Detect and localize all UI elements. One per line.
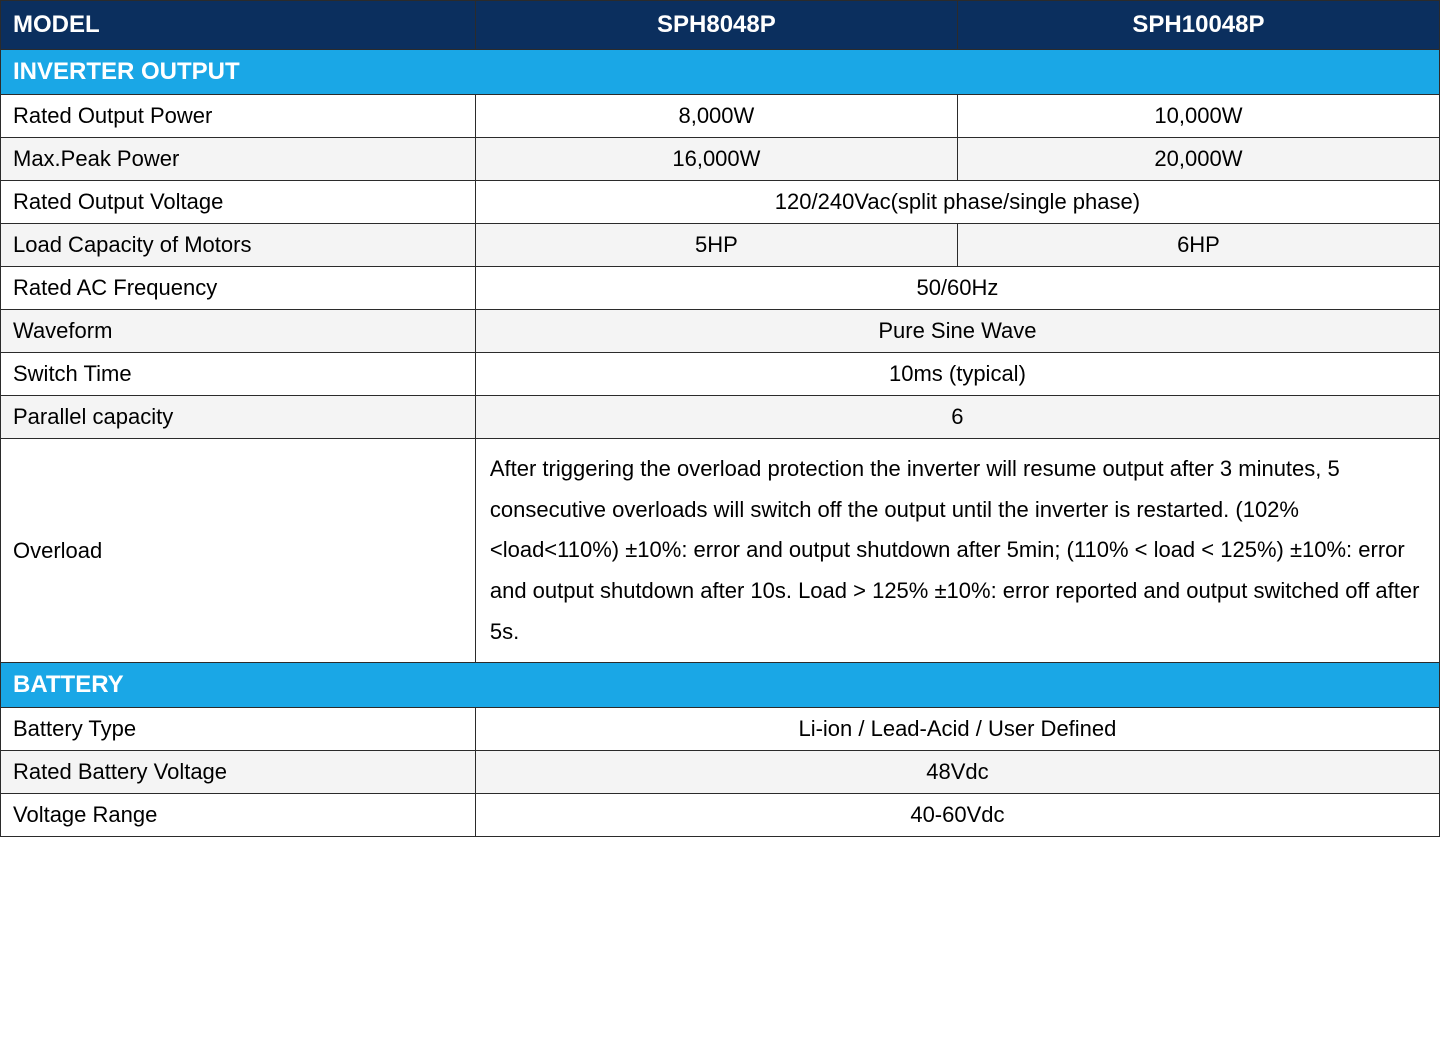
value-overload: After triggering the overload protection… bbox=[475, 439, 1439, 663]
row-battery-type: Battery Type Li-ion / Lead-Acid / User D… bbox=[1, 708, 1440, 751]
label-switch-time: Switch Time bbox=[1, 353, 476, 396]
section-inverter-output: INVERTER OUTPUT bbox=[1, 50, 1440, 95]
value-max-peak-power-a: 16,000W bbox=[475, 138, 957, 181]
section-battery: BATTERY bbox=[1, 663, 1440, 708]
header-model-label: MODEL bbox=[1, 1, 476, 50]
value-rated-ac-frequency: 50/60Hz bbox=[475, 267, 1439, 310]
section-battery-label: BATTERY bbox=[1, 663, 1440, 708]
value-max-peak-power-b: 20,000W bbox=[957, 138, 1439, 181]
value-switch-time: 10ms (typical) bbox=[475, 353, 1439, 396]
row-waveform: Waveform Pure Sine Wave bbox=[1, 310, 1440, 353]
label-rated-output-power: Rated Output Power bbox=[1, 95, 476, 138]
value-battery-type: Li-ion / Lead-Acid / User Defined bbox=[475, 708, 1439, 751]
row-rated-battery-voltage: Rated Battery Voltage 48Vdc bbox=[1, 751, 1440, 794]
label-rated-battery-voltage: Rated Battery Voltage bbox=[1, 751, 476, 794]
row-rated-ac-frequency: Rated AC Frequency 50/60Hz bbox=[1, 267, 1440, 310]
row-load-capacity-motors: Load Capacity of Motors 5HP 6HP bbox=[1, 224, 1440, 267]
value-rated-output-power-b: 10,000W bbox=[957, 95, 1439, 138]
header-row: MODEL SPH8048P SPH10048P bbox=[1, 1, 1440, 50]
label-waveform: Waveform bbox=[1, 310, 476, 353]
value-rated-output-voltage: 120/240Vac(split phase/single phase) bbox=[475, 181, 1439, 224]
row-rated-output-voltage: Rated Output Voltage 120/240Vac(split ph… bbox=[1, 181, 1440, 224]
spec-table: MODEL SPH8048P SPH10048P INVERTER OUTPUT… bbox=[0, 0, 1440, 837]
label-voltage-range: Voltage Range bbox=[1, 794, 476, 837]
row-switch-time: Switch Time 10ms (typical) bbox=[1, 353, 1440, 396]
label-rated-ac-frequency: Rated AC Frequency bbox=[1, 267, 476, 310]
value-load-capacity-motors-a: 5HP bbox=[475, 224, 957, 267]
label-rated-output-voltage: Rated Output Voltage bbox=[1, 181, 476, 224]
value-load-capacity-motors-b: 6HP bbox=[957, 224, 1439, 267]
row-voltage-range: Voltage Range 40-60Vdc bbox=[1, 794, 1440, 837]
row-rated-output-power: Rated Output Power 8,000W 10,000W bbox=[1, 95, 1440, 138]
section-inverter-output-label: INVERTER OUTPUT bbox=[1, 50, 1440, 95]
label-load-capacity-motors: Load Capacity of Motors bbox=[1, 224, 476, 267]
value-voltage-range: 40-60Vdc bbox=[475, 794, 1439, 837]
row-overload: Overload After triggering the overload p… bbox=[1, 439, 1440, 663]
value-waveform: Pure Sine Wave bbox=[475, 310, 1439, 353]
label-battery-type: Battery Type bbox=[1, 708, 476, 751]
value-rated-output-power-a: 8,000W bbox=[475, 95, 957, 138]
value-rated-battery-voltage: 48Vdc bbox=[475, 751, 1439, 794]
label-max-peak-power: Max.Peak Power bbox=[1, 138, 476, 181]
label-overload: Overload bbox=[1, 439, 476, 663]
header-model-a: SPH8048P bbox=[475, 1, 957, 50]
row-max-peak-power: Max.Peak Power 16,000W 20,000W bbox=[1, 138, 1440, 181]
label-parallel-capacity: Parallel capacity bbox=[1, 396, 476, 439]
row-parallel-capacity: Parallel capacity 6 bbox=[1, 396, 1440, 439]
header-model-b: SPH10048P bbox=[957, 1, 1439, 50]
value-parallel-capacity: 6 bbox=[475, 396, 1439, 439]
